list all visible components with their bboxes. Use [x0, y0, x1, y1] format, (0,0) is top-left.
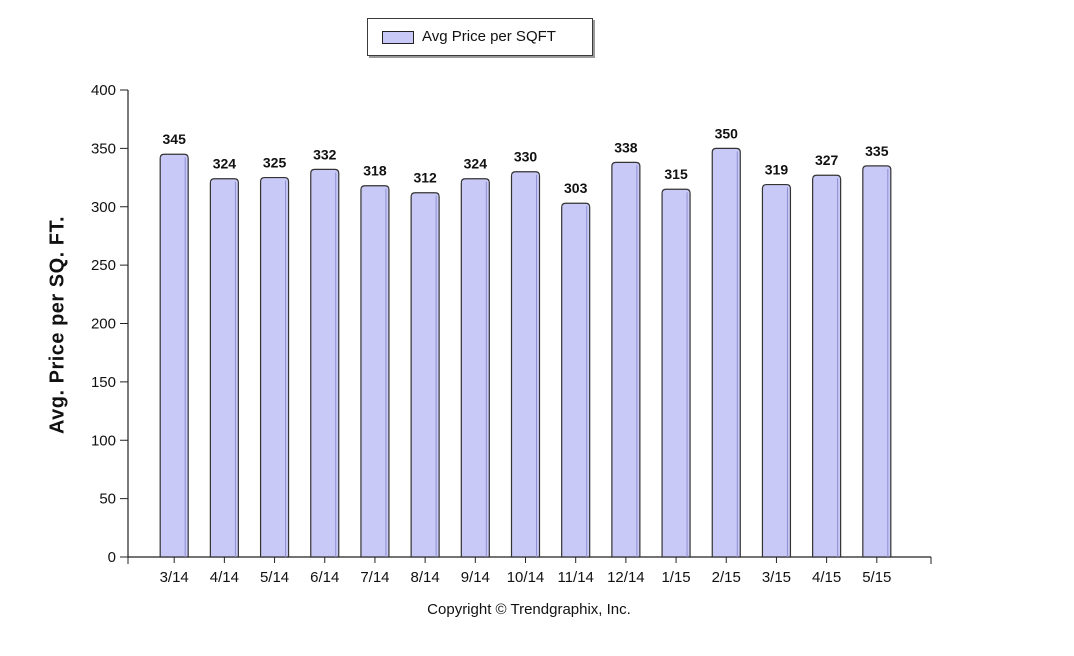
y-tick-label: 150 [91, 374, 116, 391]
bar [510, 171, 541, 558]
bar-data-label: 324 [213, 156, 237, 172]
bar-data-label: 303 [564, 180, 588, 196]
y-tick-label: 100 [91, 432, 116, 449]
x-tick-label: 3/15 [762, 569, 791, 586]
y-tick-label: 0 [108, 549, 116, 566]
bar [812, 174, 842, 558]
bar [209, 178, 239, 558]
x-tick-label: 12/14 [607, 569, 645, 586]
x-tick-label: 2/15 [712, 569, 741, 586]
bar-data-label: 318 [363, 163, 387, 179]
bar-data-label: 325 [263, 155, 287, 171]
bar [661, 188, 691, 558]
legend-label: Avg Price per SQFT [422, 28, 556, 45]
bar [360, 185, 390, 558]
bar [862, 165, 892, 558]
bar [460, 178, 490, 558]
y-tick-label: 200 [91, 316, 116, 333]
y-tick-label: 300 [91, 199, 116, 216]
bar-data-label: 345 [163, 131, 187, 147]
bar [310, 168, 340, 558]
legend-swatch [382, 31, 414, 44]
bar [611, 161, 641, 558]
x-tick-label: 3/14 [160, 569, 189, 586]
chart-legend: Avg Price per SQFT [367, 18, 593, 56]
bar-data-label: 335 [865, 143, 889, 159]
x-tick-label: 7/14 [360, 569, 389, 586]
bar-data-label: 330 [514, 149, 538, 165]
bar [561, 202, 591, 558]
copyright-text: Copyright © Trendgraphix, Inc. [427, 601, 631, 618]
x-tick-label: 11/14 [557, 569, 593, 586]
x-tick-label: 5/14 [260, 569, 289, 586]
bar [761, 183, 792, 558]
x-tick-label: 4/15 [812, 569, 841, 586]
bar-data-label: 312 [413, 170, 437, 186]
bar [259, 176, 290, 558]
bar [159, 153, 189, 558]
x-tick-label: 4/14 [210, 569, 239, 586]
bar-data-label: 324 [464, 156, 488, 172]
y-tick-label: 400 [91, 82, 116, 99]
y-tick-label: 50 [99, 491, 116, 508]
bar [711, 147, 741, 558]
y-tick-label: 350 [91, 140, 116, 157]
x-tick-label: 1/15 [661, 569, 690, 586]
x-tick-label: 9/14 [461, 569, 490, 586]
bar [410, 192, 440, 558]
bar-data-label: 319 [765, 162, 789, 178]
x-tick-label: 10/14 [507, 569, 545, 586]
x-tick-label: 5/15 [862, 569, 891, 586]
bar-data-label: 338 [614, 139, 638, 155]
bar-data-label: 315 [664, 166, 688, 182]
bar-data-label: 332 [313, 146, 337, 162]
bar-data-label: 350 [715, 125, 739, 141]
x-tick-label: 8/14 [411, 569, 440, 586]
y-tick-label: 250 [91, 257, 116, 274]
bar-data-label: 327 [815, 152, 839, 168]
x-tick-label: 6/14 [310, 569, 339, 586]
